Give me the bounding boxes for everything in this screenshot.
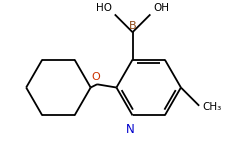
Text: HO: HO: [96, 3, 112, 13]
Text: B: B: [129, 21, 136, 31]
Text: OH: OH: [153, 3, 169, 13]
Text: O: O: [91, 72, 100, 82]
Text: N: N: [125, 123, 134, 136]
Text: CH₃: CH₃: [202, 102, 222, 112]
